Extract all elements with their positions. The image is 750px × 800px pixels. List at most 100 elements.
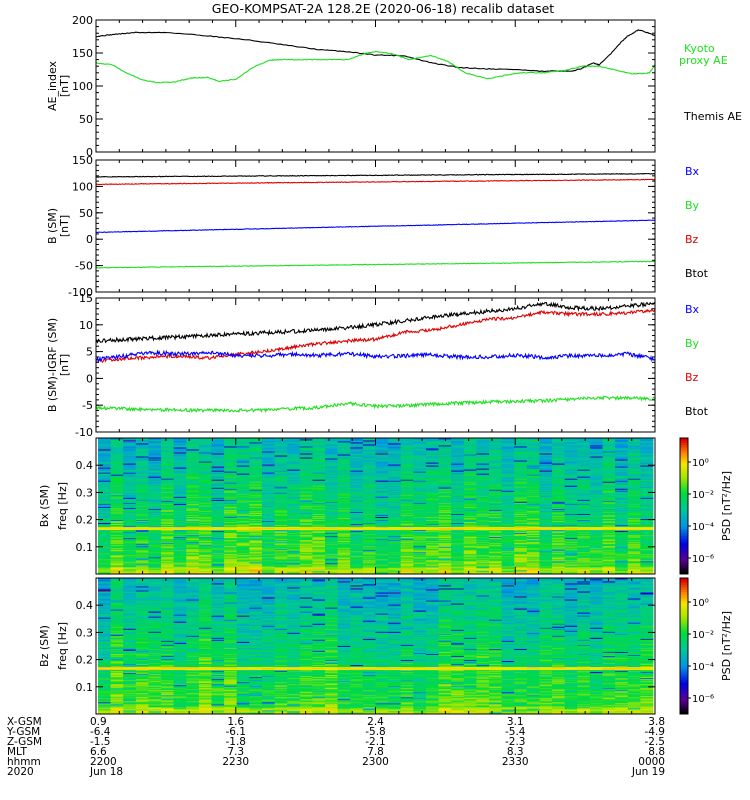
heatmap-cell <box>249 479 263 481</box>
heatmap-cell <box>123 511 137 513</box>
heatmap-cell <box>325 498 339 500</box>
heatmap-cell <box>312 535 326 538</box>
heatmap-cell <box>388 465 402 467</box>
heatmap-cell <box>198 461 212 463</box>
y-axis-label-unit: [nT] <box>58 215 71 237</box>
heatmap-cell <box>362 548 376 551</box>
heatmap-cell <box>312 497 326 499</box>
heatmap-cell <box>135 465 149 467</box>
heatmap-cell <box>375 562 389 565</box>
heatmap-cell <box>438 560 452 563</box>
heatmap-cell <box>501 438 515 440</box>
heatmap-cell <box>236 546 250 549</box>
heatmap-cell <box>123 557 137 560</box>
heatmap-cell <box>413 518 427 520</box>
heatmap-cell <box>413 554 427 557</box>
heatmap-cell <box>337 566 351 569</box>
heatmap-cell <box>123 456 137 458</box>
heatmap-cell <box>299 523 313 526</box>
heatmap-cell <box>438 480 452 482</box>
heatmap-cell <box>211 457 225 459</box>
heatmap-cell <box>413 492 427 494</box>
heatmap-cell <box>236 438 250 440</box>
heatmap-cell <box>476 471 490 473</box>
heatmap-cell <box>161 480 175 482</box>
heatmap-cell <box>98 447 112 449</box>
heatmap-cell <box>501 472 515 474</box>
heatmap-cell <box>123 472 137 474</box>
heatmap-cell <box>98 550 112 553</box>
heatmap-cell <box>198 452 212 454</box>
heatmap-cell <box>135 471 149 473</box>
heatmap-cell <box>161 558 175 561</box>
heatmap-cell <box>413 565 427 568</box>
heatmap-cell <box>148 549 162 552</box>
heatmap-cell <box>110 505 124 507</box>
heatmap-cell <box>173 460 187 462</box>
heatmap-cell <box>350 557 364 560</box>
heatmap-cell <box>299 561 313 564</box>
heatmap-cell <box>299 545 313 548</box>
heatmap-cell <box>451 471 465 473</box>
heatmap-cell <box>287 556 301 559</box>
heatmap-cell <box>400 538 414 541</box>
heatmap-cell <box>463 564 477 567</box>
heatmap-cell <box>236 444 250 446</box>
heatmap-cell <box>287 457 301 459</box>
heatmap-cell <box>501 511 515 513</box>
heatmap-cell <box>350 524 364 527</box>
heatmap-cell <box>249 466 263 468</box>
heatmap-cell <box>325 490 339 492</box>
heatmap-cell <box>249 548 263 551</box>
heatmap-cell <box>438 546 452 549</box>
heatmap-cell <box>501 532 515 535</box>
heatmap-cell <box>489 545 503 548</box>
heatmap-cell <box>287 451 301 453</box>
heatmap-cell <box>312 521 326 524</box>
heatmap-cell <box>514 466 528 468</box>
heatmap-cell <box>299 525 313 528</box>
heatmap-cell <box>413 470 427 472</box>
y-tick-label: -10 <box>75 426 93 439</box>
heatmap-cell <box>249 556 263 559</box>
heatmap-cell <box>261 545 275 548</box>
heatmap-cell <box>312 461 326 463</box>
heatmap-cell <box>161 539 175 542</box>
heatmap-cell <box>123 504 137 506</box>
heatmap-cell <box>299 563 313 566</box>
heatmap-cell <box>161 509 175 511</box>
heatmap-cell <box>350 479 364 481</box>
heatmap-cell <box>161 531 175 534</box>
heatmap-cell <box>489 445 503 447</box>
heatmap-cell <box>299 568 313 571</box>
heatmap-cell <box>362 459 376 461</box>
heatmap-cell <box>249 489 263 491</box>
heatmap-cell <box>211 488 225 490</box>
heatmap-cell <box>173 457 187 459</box>
heatmap-cell <box>148 568 162 571</box>
heatmap-cell <box>438 484 452 486</box>
heatmap-cell <box>186 540 200 543</box>
heatmap-cell <box>211 547 225 550</box>
heatmap-cell <box>299 443 313 445</box>
heatmap-cell <box>173 525 187 528</box>
heatmap-cell <box>400 521 414 524</box>
heatmap-cell <box>110 535 124 538</box>
heatmap-cell <box>375 462 389 464</box>
heatmap-cell <box>425 468 439 470</box>
heatmap-cell <box>287 553 301 556</box>
heatmap-cell <box>325 473 339 475</box>
heatmap-cell <box>438 445 452 447</box>
heatmap-cell <box>438 505 452 507</box>
heatmap-cell <box>161 455 175 457</box>
heatmap-cell <box>186 530 200 533</box>
heatmap-cell <box>161 565 175 568</box>
heatmap-cell <box>489 496 503 498</box>
heatmap-cell <box>514 502 528 504</box>
heatmap-cell <box>249 463 263 465</box>
heatmap-cell <box>274 506 288 508</box>
heatmap-cell <box>98 554 112 557</box>
heatmap-cell <box>173 548 187 551</box>
heatmap-cell <box>135 550 149 553</box>
heatmap-cell <box>438 521 452 524</box>
